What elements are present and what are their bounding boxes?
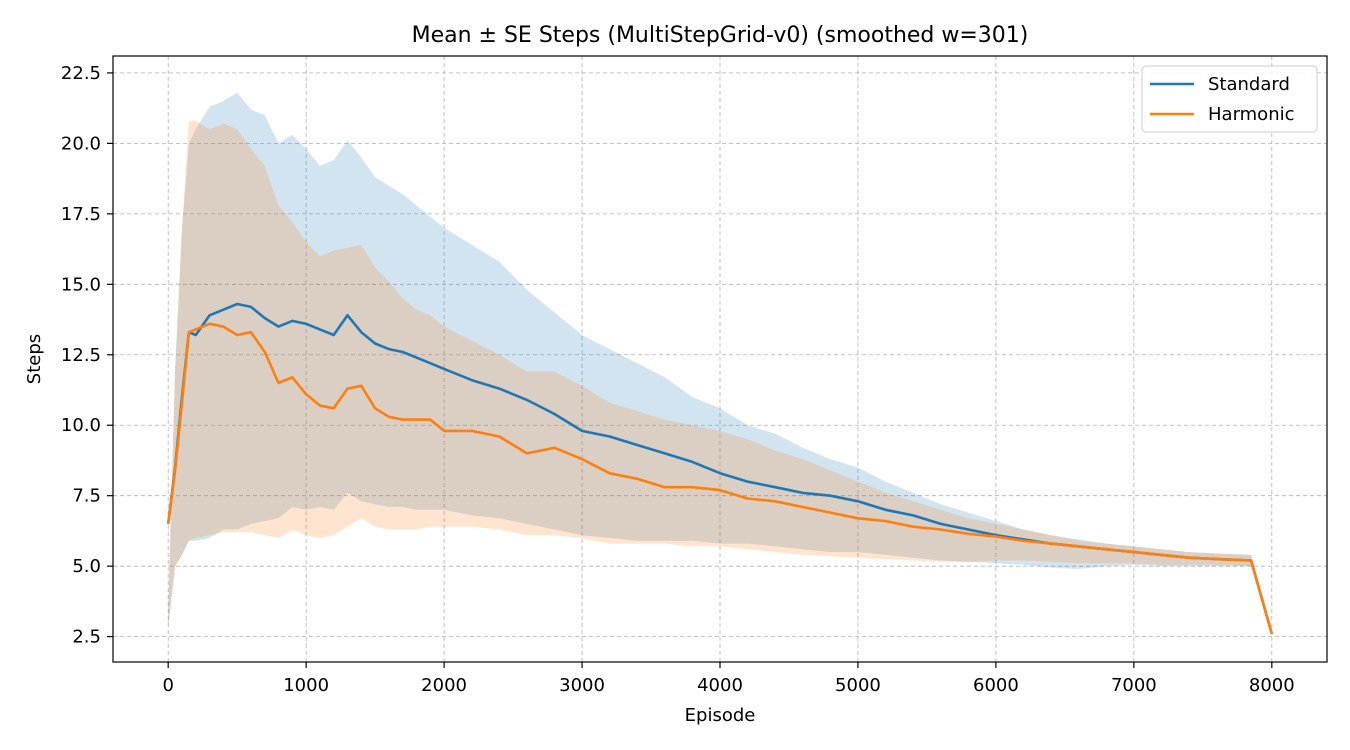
y-tick-label: 15.0 (61, 274, 101, 295)
x-tick-label: 8000 (1249, 675, 1295, 696)
x-tick-label: 3000 (559, 675, 605, 696)
y-tick-label: 7.5 (72, 486, 101, 507)
axis-ticks: 0 1000 2000 3000 4000 5000 6000 7000 8000 2.5 5.0 7… (61, 63, 1295, 696)
y-tick-label: 2.5 (72, 627, 101, 648)
y-tick-label: 22.5 (61, 63, 101, 84)
legend-label-harmonic: Harmonic (1208, 104, 1295, 125)
y-tick-label: 20.0 (61, 133, 101, 154)
x-tick-label: 4000 (697, 675, 743, 696)
series-line-harmonic (166, 322, 1274, 635)
x-tick-label: 0 (162, 675, 173, 696)
grid (113, 56, 1327, 662)
x-tick-label: 6000 (973, 675, 1019, 696)
legend: Standard Harmonic (1141, 65, 1318, 133)
y-axis-label: Steps (24, 334, 45, 384)
y-tick-label: 5.0 (72, 556, 101, 577)
legend-label-standard: Standard (1208, 74, 1290, 95)
legend-box (1141, 65, 1318, 133)
chart-title: Mean ± SE Steps (MultiStepGrid-v0) (smoo… (412, 23, 1029, 48)
x-axis-label: Episode (685, 705, 756, 726)
y-tick-label: 10.0 (61, 415, 101, 436)
se-band-harmonic (168, 120, 1272, 637)
se-band-standard (168, 92, 1272, 637)
x-tick-label: 7000 (1111, 675, 1157, 696)
y-tick-label: 12.5 (61, 345, 101, 366)
confidence-bands (168, 92, 1272, 637)
x-tick-label: 5000 (835, 675, 881, 696)
x-tick-label: 1000 (283, 675, 329, 696)
y-tick-label: 17.5 (61, 204, 101, 225)
series-lines (166, 302, 1274, 635)
x-tick-label: 2000 (421, 675, 467, 696)
